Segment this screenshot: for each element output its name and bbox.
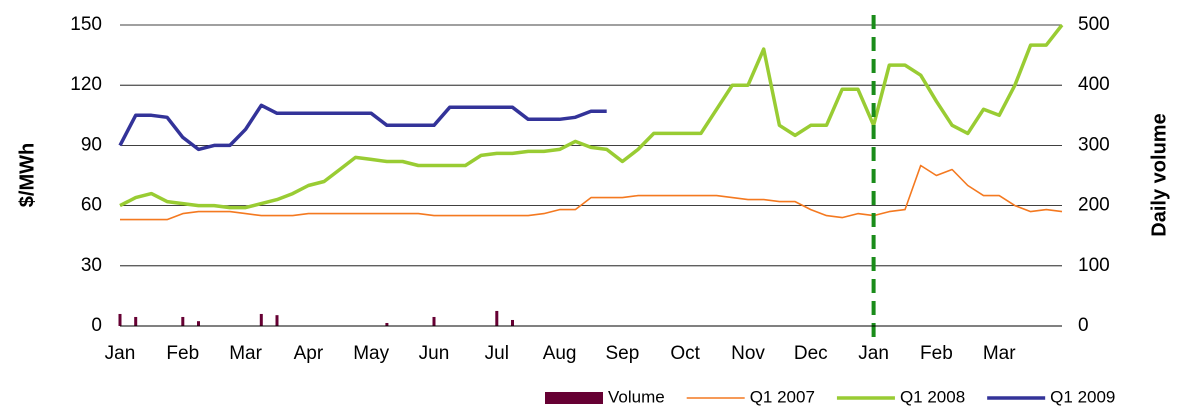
y-tick-label: 60: [81, 195, 102, 216]
legend-label: Q1 2008: [900, 387, 965, 406]
y-tick-label: 0: [91, 315, 102, 336]
x-tick-label: Jul: [485, 343, 509, 364]
series-line: [120, 164, 1063, 221]
volume-bar: [118, 313, 122, 326]
x-tick-label: Jan: [858, 343, 889, 364]
legend-label: Q1 2009: [1050, 387, 1115, 406]
x-tick-label: Apr: [294, 343, 324, 364]
volume-bar: [511, 319, 514, 326]
y-tick-label: 120: [70, 74, 102, 95]
y-tick-label: 90: [81, 134, 102, 155]
x-tick-label: Feb: [166, 343, 199, 364]
legend-label: Volume: [608, 387, 665, 406]
x-tick-label: Dec: [794, 343, 828, 364]
y2-tick-label: 300: [1078, 134, 1110, 155]
x-tick-label: Jan: [105, 343, 136, 364]
x-tick-label: Feb: [920, 343, 953, 364]
series-line: [119, 23, 1064, 210]
volume-bar: [432, 316, 436, 326]
y2-tick-label: 0: [1078, 315, 1089, 336]
legend-label: Q1 2007: [750, 387, 815, 406]
volume-bar: [181, 316, 185, 326]
y2-tick-label: 200: [1078, 195, 1110, 216]
y2-tick-label: 500: [1078, 14, 1110, 35]
y-axis-title: $/MWh: [16, 143, 38, 207]
x-tick-label: May: [353, 343, 389, 364]
volume-bar: [275, 315, 279, 326]
legend-swatch: [545, 392, 603, 404]
y-tick-label: 150: [70, 14, 102, 35]
y2-axis-title: Daily volume: [1148, 113, 1170, 236]
x-tick-label: Jun: [419, 343, 450, 364]
x-tick-label: Mar: [983, 343, 1016, 364]
volume-bar: [495, 310, 499, 326]
volume-bar: [197, 321, 200, 326]
x-tick-label: Sep: [605, 343, 639, 364]
x-tick-label: Mar: [229, 343, 262, 364]
x-tick-label: Oct: [670, 343, 700, 364]
volume-bar: [259, 313, 263, 326]
y-tick-label: 30: [81, 255, 102, 276]
x-tick-label: Nov: [731, 343, 765, 364]
y2-tick-label: 100: [1078, 255, 1110, 276]
volume-bar: [134, 316, 138, 326]
y2-tick-label: 400: [1078, 74, 1110, 95]
x-tick-label: Aug: [543, 343, 577, 364]
volume-bar: [385, 322, 389, 326]
series-line: [118, 103, 607, 152]
